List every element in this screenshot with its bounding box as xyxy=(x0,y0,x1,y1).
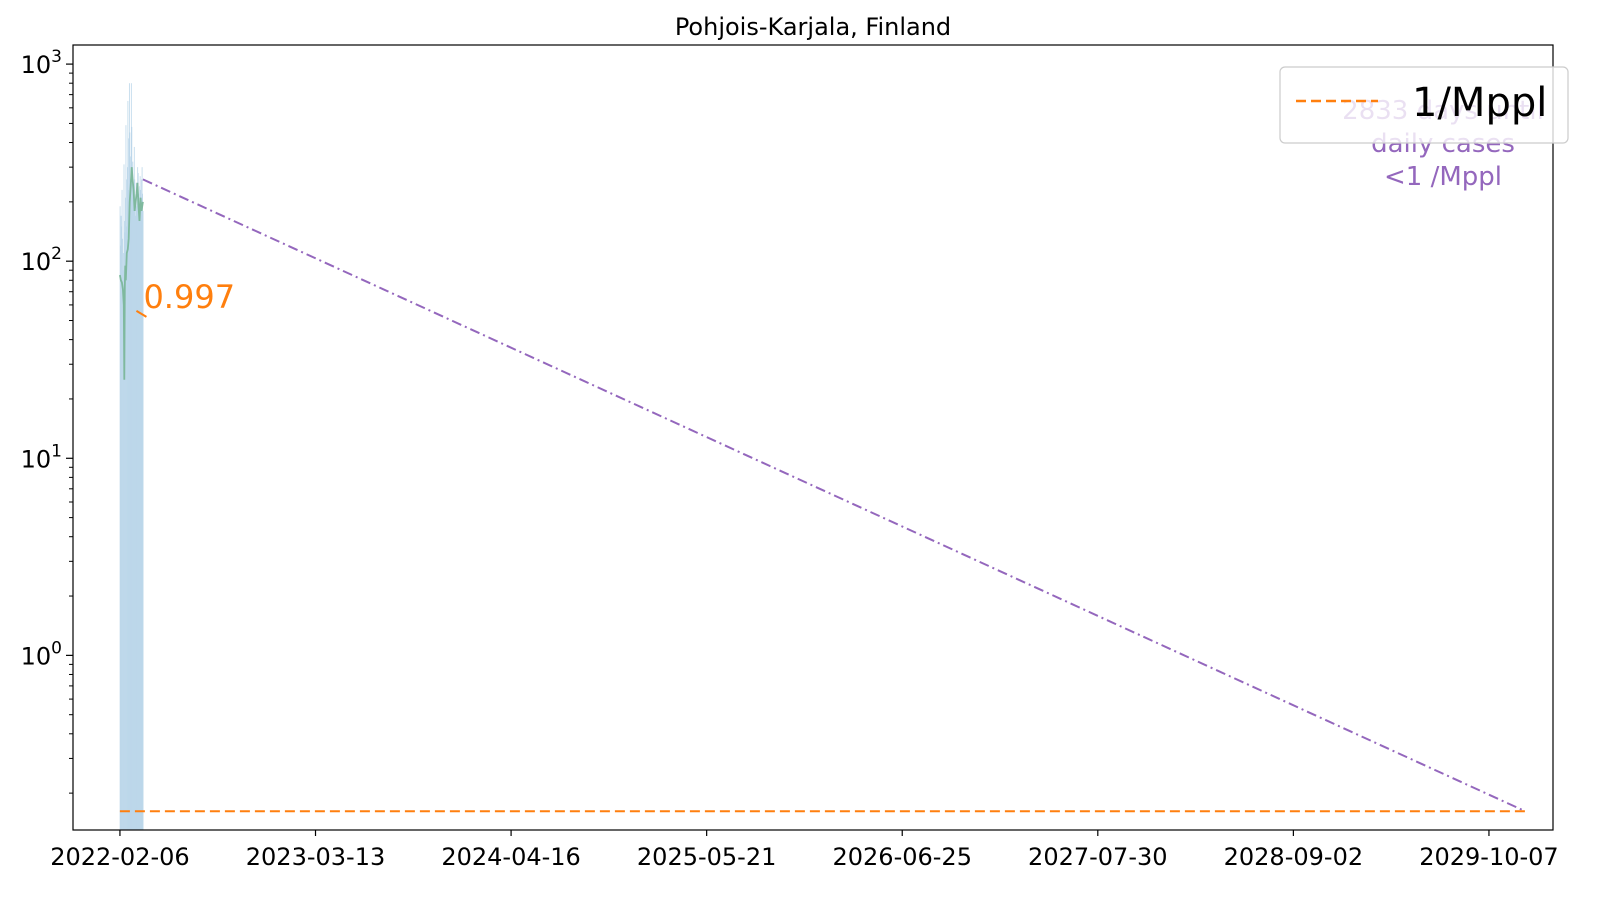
x-tick-label: 2022-02-06 xyxy=(50,843,189,871)
bar xyxy=(131,176,133,831)
bar xyxy=(128,189,130,831)
lines-layer xyxy=(119,167,1526,813)
bar xyxy=(134,215,136,830)
bar xyxy=(130,156,132,830)
bar xyxy=(124,232,126,831)
bar xyxy=(136,206,138,830)
chart-title: Pohjois-Karjala, Finland xyxy=(675,13,951,41)
decay-annotation: 0.997 xyxy=(143,278,235,316)
days-annotation-line: <1 /Mppl xyxy=(1384,162,1502,192)
series-line xyxy=(119,167,144,380)
bar xyxy=(138,193,140,830)
bar xyxy=(126,226,128,830)
bar xyxy=(141,179,142,830)
bar xyxy=(128,138,129,830)
bar xyxy=(122,238,123,830)
bar xyxy=(139,186,141,830)
bar xyxy=(135,182,137,830)
legend-label: 1/Mppl xyxy=(1412,80,1547,126)
bar xyxy=(134,179,136,830)
annotation-tick xyxy=(135,310,147,318)
bar xyxy=(121,189,123,831)
legend: 1/Mppl xyxy=(1279,66,1569,144)
bar xyxy=(137,167,139,831)
y-tick-label: 100 xyxy=(21,638,62,670)
bar xyxy=(133,146,135,831)
bar xyxy=(125,197,126,830)
bar xyxy=(131,126,133,831)
x-tick-label: 2024-04-16 xyxy=(441,843,580,871)
bar xyxy=(142,193,143,830)
bar xyxy=(121,226,122,830)
y-axis: 100 101 102 103 xyxy=(21,47,73,794)
bar xyxy=(132,189,134,831)
bar xyxy=(129,179,131,830)
bar xyxy=(122,270,124,830)
bar xyxy=(123,164,125,831)
x-tick-label: 2027-07-30 xyxy=(1028,843,1167,871)
x-tick-label: 2026-06-25 xyxy=(832,843,971,871)
x-tick-label: 2029-10-07 xyxy=(1419,843,1558,871)
y-tick-label: 103 xyxy=(21,47,62,79)
bar xyxy=(130,83,132,831)
bar xyxy=(138,206,140,830)
bar xyxy=(132,161,134,831)
bar xyxy=(119,206,121,830)
y-tick-label: 102 xyxy=(21,244,62,276)
bar xyxy=(129,132,131,831)
bar xyxy=(140,201,142,830)
bar xyxy=(140,189,142,831)
bar xyxy=(128,83,130,831)
x-tick-label: 2028-09-02 xyxy=(1224,843,1363,871)
x-tick-label: 2023-03-13 xyxy=(246,843,385,871)
bar xyxy=(123,253,124,831)
bar xyxy=(135,197,137,830)
bar xyxy=(124,220,125,830)
bar xyxy=(127,167,128,831)
legend-box xyxy=(1279,66,1569,144)
bar xyxy=(120,245,121,830)
bar xyxy=(141,167,143,831)
bar xyxy=(142,210,144,830)
x-tick-label: 2025-05-21 xyxy=(637,843,776,871)
y-tick-label: 101 xyxy=(21,441,62,473)
bar xyxy=(133,201,135,830)
series-line xyxy=(142,178,1526,813)
x-axis: 2022-02-06 2023-03-13 2024-04-16 2025-05-21… xyxy=(50,830,1559,871)
bar xyxy=(139,176,141,831)
bar xyxy=(120,215,122,830)
bar xyxy=(127,100,129,830)
plot-frame xyxy=(72,44,1554,831)
bar xyxy=(125,125,127,831)
bar xyxy=(136,186,138,830)
bars-layer xyxy=(119,83,144,831)
bar xyxy=(126,179,127,830)
bar xyxy=(137,173,139,830)
